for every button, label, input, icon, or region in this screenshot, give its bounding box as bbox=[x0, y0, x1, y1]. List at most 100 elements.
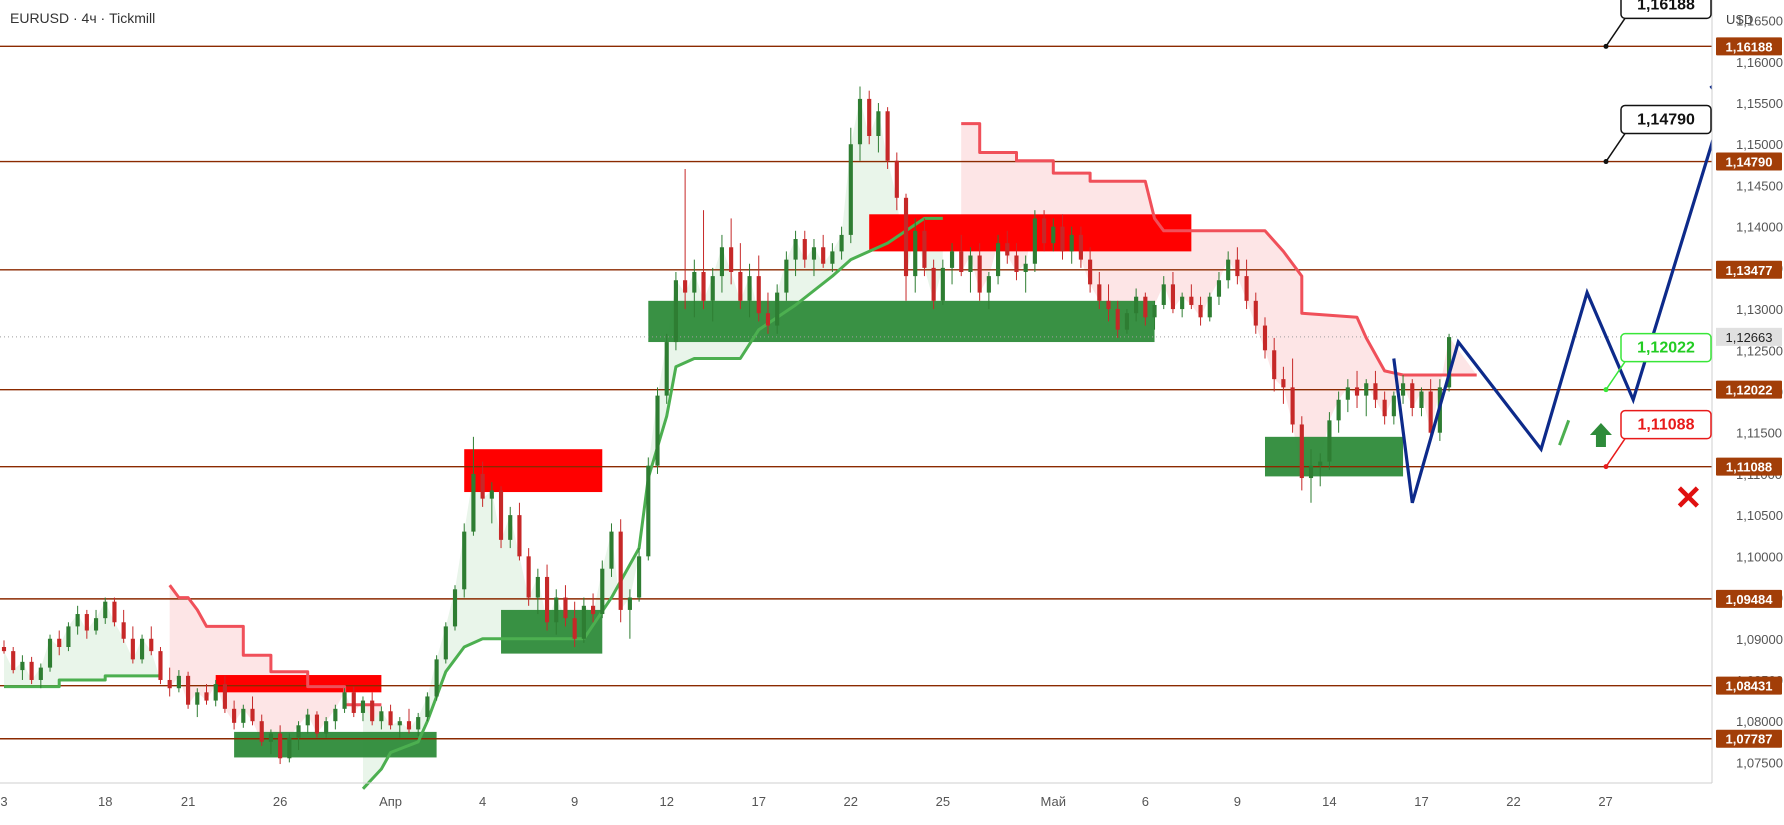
level-badge-label-4: 1,11088 bbox=[1726, 460, 1772, 475]
x-tick-label-14: 14 bbox=[1322, 794, 1336, 809]
candle-body-128 bbox=[1180, 296, 1185, 310]
candle-body-146 bbox=[1345, 387, 1350, 400]
x-tick-label-17: 27 bbox=[1598, 794, 1612, 809]
candle-body-51 bbox=[471, 473, 476, 532]
candle-body-64 bbox=[591, 605, 596, 615]
callout-anchor-3 bbox=[1603, 464, 1609, 470]
y-tick-label-5: 1,14000 bbox=[1736, 220, 1783, 235]
candle-body-56 bbox=[517, 515, 522, 557]
y-tick-label-10: 1,11500 bbox=[1736, 426, 1782, 441]
candle-body-4 bbox=[38, 667, 43, 680]
candle-body-85 bbox=[784, 259, 789, 293]
level-badge-7 bbox=[1716, 729, 1782, 748]
candle-body-63 bbox=[581, 605, 586, 639]
candle-body-103 bbox=[949, 251, 955, 268]
y-tick-label-13: 1,10000 bbox=[1736, 549, 1783, 564]
candle-body-26 bbox=[241, 708, 246, 723]
x-tick-label-1: 18 bbox=[98, 794, 112, 809]
candle-body-120 bbox=[1106, 300, 1111, 310]
level-badge-3 bbox=[1716, 380, 1782, 399]
callout-box-2 bbox=[1620, 332, 1712, 363]
x-tick-label-3: 26 bbox=[273, 794, 287, 809]
candle-body-33 bbox=[305, 714, 310, 726]
candle-body-25 bbox=[232, 708, 237, 723]
candle-body-127 bbox=[1170, 284, 1176, 310]
x-tick-label-5: 4 bbox=[479, 794, 486, 809]
candle-body-3 bbox=[29, 661, 34, 680]
callout-label-3: 1,11088 bbox=[1638, 417, 1695, 434]
candle-body-92 bbox=[848, 144, 853, 235]
x-tick-label-12: 6 bbox=[1142, 794, 1149, 809]
candle-body-21 bbox=[195, 692, 200, 705]
candles-layer bbox=[1, 86, 1452, 765]
y-tick-label-8: 1,12500 bbox=[1736, 343, 1783, 358]
candle-body-5 bbox=[47, 638, 53, 668]
support-zone-4 bbox=[648, 300, 1155, 343]
candle-body-44 bbox=[406, 721, 412, 730]
candle-body-2 bbox=[20, 661, 25, 671]
candle-body-35 bbox=[324, 721, 329, 734]
callout-anchor-2 bbox=[1603, 387, 1609, 393]
x-tick-label-15: 17 bbox=[1414, 794, 1428, 809]
candle-body-34 bbox=[314, 714, 320, 734]
candle-body-52 bbox=[480, 473, 485, 499]
candle-body-140 bbox=[1290, 387, 1295, 425]
candle-body-18 bbox=[167, 679, 172, 689]
candle-body-58 bbox=[535, 576, 540, 598]
support-zone-1 bbox=[234, 731, 437, 758]
candle-body-144 bbox=[1327, 420, 1332, 462]
symbol-title: EURUSD · 4ч · Tickmill bbox=[10, 10, 156, 26]
y-tick-label-3: 1,15000 bbox=[1736, 137, 1783, 152]
candle-body-0 bbox=[1, 647, 7, 652]
candle-body-124 bbox=[1143, 296, 1148, 318]
level-badge-6 bbox=[1716, 676, 1782, 695]
candle-body-6 bbox=[57, 638, 62, 648]
candle-body-87 bbox=[802, 239, 807, 260]
candle-body-13 bbox=[121, 622, 126, 639]
buy-arrow-icon bbox=[1589, 422, 1612, 447]
candle-body-65 bbox=[600, 568, 605, 615]
candle-body-86 bbox=[793, 239, 798, 260]
candle-body-50 bbox=[462, 531, 467, 590]
level-badge-5 bbox=[1716, 589, 1782, 608]
candle-body-99 bbox=[913, 230, 918, 277]
x-tick-label-9: 22 bbox=[844, 794, 858, 809]
candle-body-107 bbox=[986, 276, 991, 293]
candle-body-75 bbox=[692, 271, 697, 293]
candle-body-125 bbox=[1152, 304, 1157, 318]
candle-body-115 bbox=[1060, 226, 1065, 252]
candle-body-129 bbox=[1189, 296, 1194, 305]
candle-body-76 bbox=[701, 271, 706, 301]
trail-lines-layer bbox=[4, 122, 1571, 790]
candle-body-157 bbox=[1447, 337, 1452, 388]
trail-fill-0 bbox=[4, 601, 161, 687]
candle-body-143 bbox=[1318, 461, 1323, 466]
candle-body-24 bbox=[222, 684, 227, 709]
candle-body-104 bbox=[959, 251, 964, 272]
candle-body-117 bbox=[1078, 234, 1083, 260]
candle-body-37 bbox=[342, 692, 347, 709]
levels-layer bbox=[0, 45, 1712, 740]
level-badge-label-7: 1,07787 bbox=[1726, 732, 1773, 747]
x-tick-label-7: 12 bbox=[659, 794, 673, 809]
callout-leader-3 bbox=[1605, 438, 1626, 468]
candle-body-43 bbox=[397, 721, 402, 726]
candle-body-84 bbox=[775, 292, 780, 326]
candle-body-122 bbox=[1124, 313, 1129, 330]
y-tick-label-15: 1,09000 bbox=[1736, 632, 1783, 647]
candle-body-39 bbox=[360, 700, 366, 713]
candle-body-94 bbox=[867, 98, 872, 136]
candle-body-118 bbox=[1088, 259, 1093, 285]
candle-body-95 bbox=[876, 111, 881, 136]
candle-body-11 bbox=[103, 601, 108, 619]
candle-body-79 bbox=[729, 247, 734, 272]
candle-body-29 bbox=[268, 733, 273, 742]
x-tick-label-4: Апр bbox=[379, 794, 402, 809]
level-badge-1 bbox=[1716, 152, 1782, 171]
candle-body-135 bbox=[1244, 276, 1249, 301]
candle-body-121 bbox=[1115, 309, 1120, 330]
candle-body-54 bbox=[498, 490, 504, 540]
callout-anchor-0 bbox=[1603, 43, 1609, 49]
